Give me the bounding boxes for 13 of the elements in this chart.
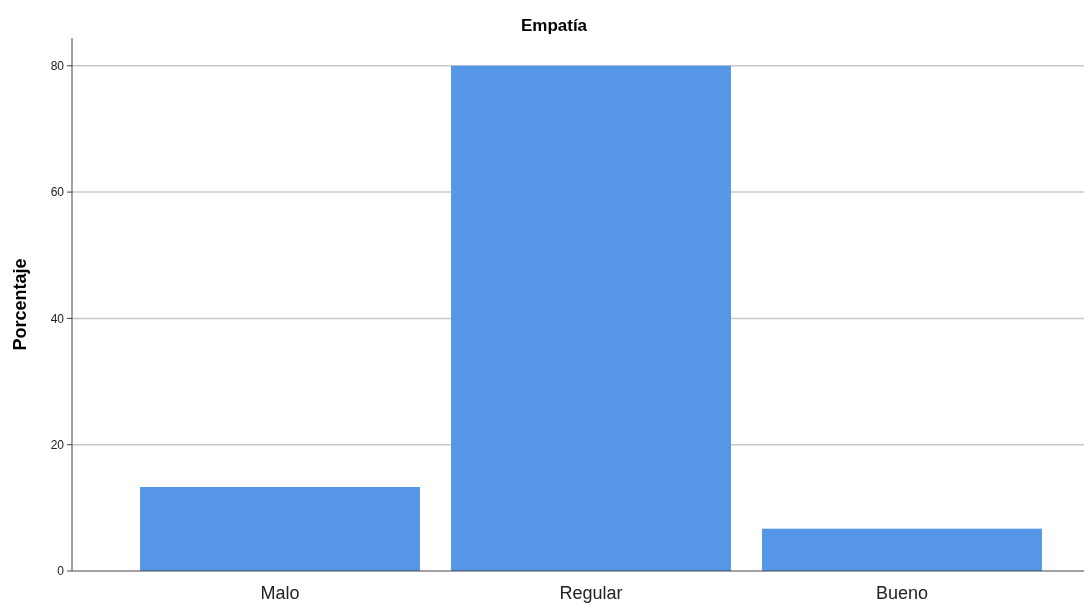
x-tick-label: Bueno: [875, 583, 929, 603]
y-tick-label: 60: [50, 185, 65, 200]
bar: [451, 65, 731, 571]
y-tick-label: 40: [50, 311, 65, 326]
bar: [762, 528, 1042, 571]
y-tick-label: 80: [50, 58, 65, 73]
y-tick-label: 0: [57, 564, 65, 579]
y-axis-title: Porcentaje: [10, 258, 30, 351]
chart-title: Empatía: [520, 16, 588, 35]
x-tick-label: Malo: [260, 583, 300, 603]
x-tick-label: Regular: [559, 583, 623, 603]
bar: [140, 487, 420, 571]
y-tick-label: 20: [50, 437, 65, 452]
